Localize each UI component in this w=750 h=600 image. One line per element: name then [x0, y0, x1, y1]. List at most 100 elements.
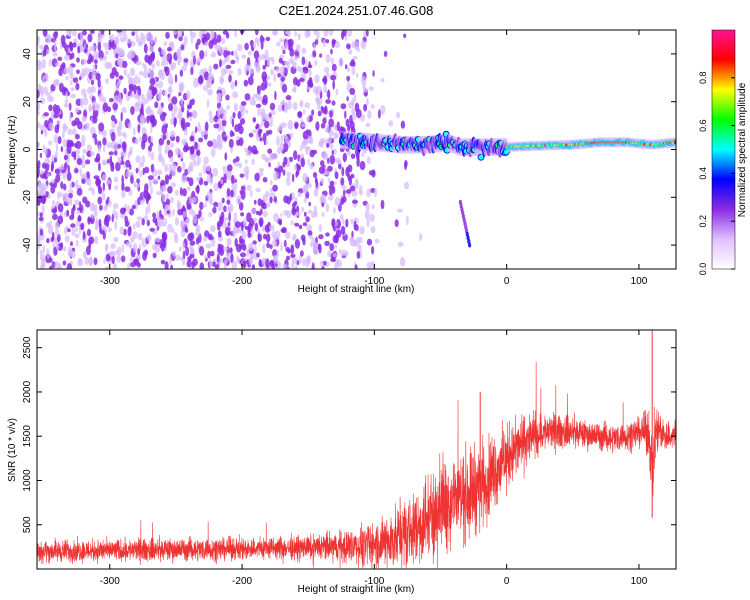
secondary-streak-mark [461, 210, 465, 216]
noise-speck [44, 146, 48, 156]
noise-speck [265, 202, 271, 208]
noise-speck [104, 243, 109, 250]
noise-speck [332, 253, 338, 258]
noise-speck [350, 173, 355, 179]
noise-speck [181, 175, 187, 184]
noise-speck [328, 118, 335, 128]
noise-speck [108, 151, 114, 156]
noise-speck [349, 236, 354, 247]
noise-speck [269, 102, 276, 111]
noise-speck [285, 176, 291, 187]
noise-speck [179, 187, 183, 196]
noise-speck [322, 152, 329, 161]
noise-speck [77, 214, 81, 222]
noise-speck [119, 207, 126, 215]
noise-speck [164, 261, 169, 269]
noise-speck [66, 197, 72, 205]
noise-speck [196, 149, 201, 156]
noise-speck [273, 213, 279, 223]
noise-speck [296, 65, 302, 72]
noise-speck [329, 110, 333, 118]
noise-speck [262, 233, 268, 240]
noise-speck [50, 184, 56, 194]
noise-speck [51, 160, 54, 171]
noise-speck [220, 108, 226, 113]
noise-speck [260, 40, 264, 50]
noise-speck [224, 152, 228, 161]
noise-speck [91, 71, 98, 81]
noise-speck [261, 258, 266, 265]
noise-speck [185, 218, 189, 226]
noise-speck [147, 135, 152, 144]
noise-speck [54, 261, 60, 269]
noise-speck [258, 217, 264, 227]
noise-speck [202, 203, 207, 208]
noise-speck [331, 149, 334, 156]
colorbar-ticks: 0.0 0.2 0.4 0.6 0.8 [698, 72, 735, 275]
noise-speck [102, 102, 109, 113]
noise-speck [74, 226, 79, 232]
noise-speck [69, 42, 74, 52]
noise-speck [248, 242, 254, 252]
noise-speck [254, 222, 259, 232]
noise-speck [294, 121, 299, 129]
noise-speck [225, 64, 232, 69]
snr-axes: -300 -200 -100 0 100 500 1000 1500 2000 2500 [22, 330, 676, 587]
noise-speck [202, 85, 209, 91]
noise-speck [314, 39, 319, 45]
noise-speck [102, 182, 106, 192]
noise-speck [139, 170, 143, 178]
noise-speck [291, 173, 295, 183]
noise-speck [82, 97, 89, 106]
noise-speck [257, 108, 262, 117]
noise-speck [332, 80, 336, 90]
noise-speck [179, 69, 184, 77]
noise-speck [327, 250, 332, 258]
noise-speck [244, 159, 248, 165]
noise-speck [158, 137, 165, 146]
noise-speck [238, 137, 244, 147]
noise-speck [292, 257, 298, 264]
noise-speck [93, 257, 98, 266]
spectrogram-xtick-label: 0 [504, 276, 510, 287]
noise-speck [220, 179, 224, 185]
noise-speck [168, 174, 172, 180]
noise-speck [282, 142, 289, 153]
noise-speck [53, 31, 58, 40]
noise-speck [170, 264, 173, 269]
noise-speck [300, 99, 304, 108]
noise-speck [191, 130, 196, 137]
noise-speck [37, 160, 41, 169]
noise-speck [64, 54, 70, 61]
snr-xtick-label: -300 [100, 576, 120, 587]
noise-speck [349, 185, 356, 192]
noise-speck [92, 100, 98, 111]
noise-speck [328, 30, 334, 36]
noise-speck [72, 204, 76, 209]
noise-speck [189, 136, 195, 142]
noise-speck [89, 46, 92, 53]
noise-speck [137, 232, 143, 241]
noise-speck [70, 223, 76, 228]
noise-speck [290, 220, 294, 226]
noise-speck [76, 57, 80, 63]
noise-speck [317, 98, 323, 105]
noise-speck [247, 76, 254, 86]
noise-speck [170, 182, 176, 188]
noise-speck [163, 41, 168, 47]
noise-speck [114, 36, 120, 46]
noise-speck [269, 153, 275, 161]
noise-speck [180, 44, 185, 51]
noise-speck [80, 222, 84, 231]
noise-speck [327, 89, 331, 100]
noise-speck [161, 217, 168, 227]
noise-speck [262, 65, 267, 70]
noise-speck [43, 173, 46, 179]
noise-speck [338, 57, 344, 67]
noise-speck [106, 106, 112, 113]
noise-speck [57, 215, 64, 225]
noise-speck [350, 218, 354, 225]
noise-speck [286, 255, 290, 261]
noise-speck [322, 117, 327, 125]
noise-speck [147, 203, 151, 214]
